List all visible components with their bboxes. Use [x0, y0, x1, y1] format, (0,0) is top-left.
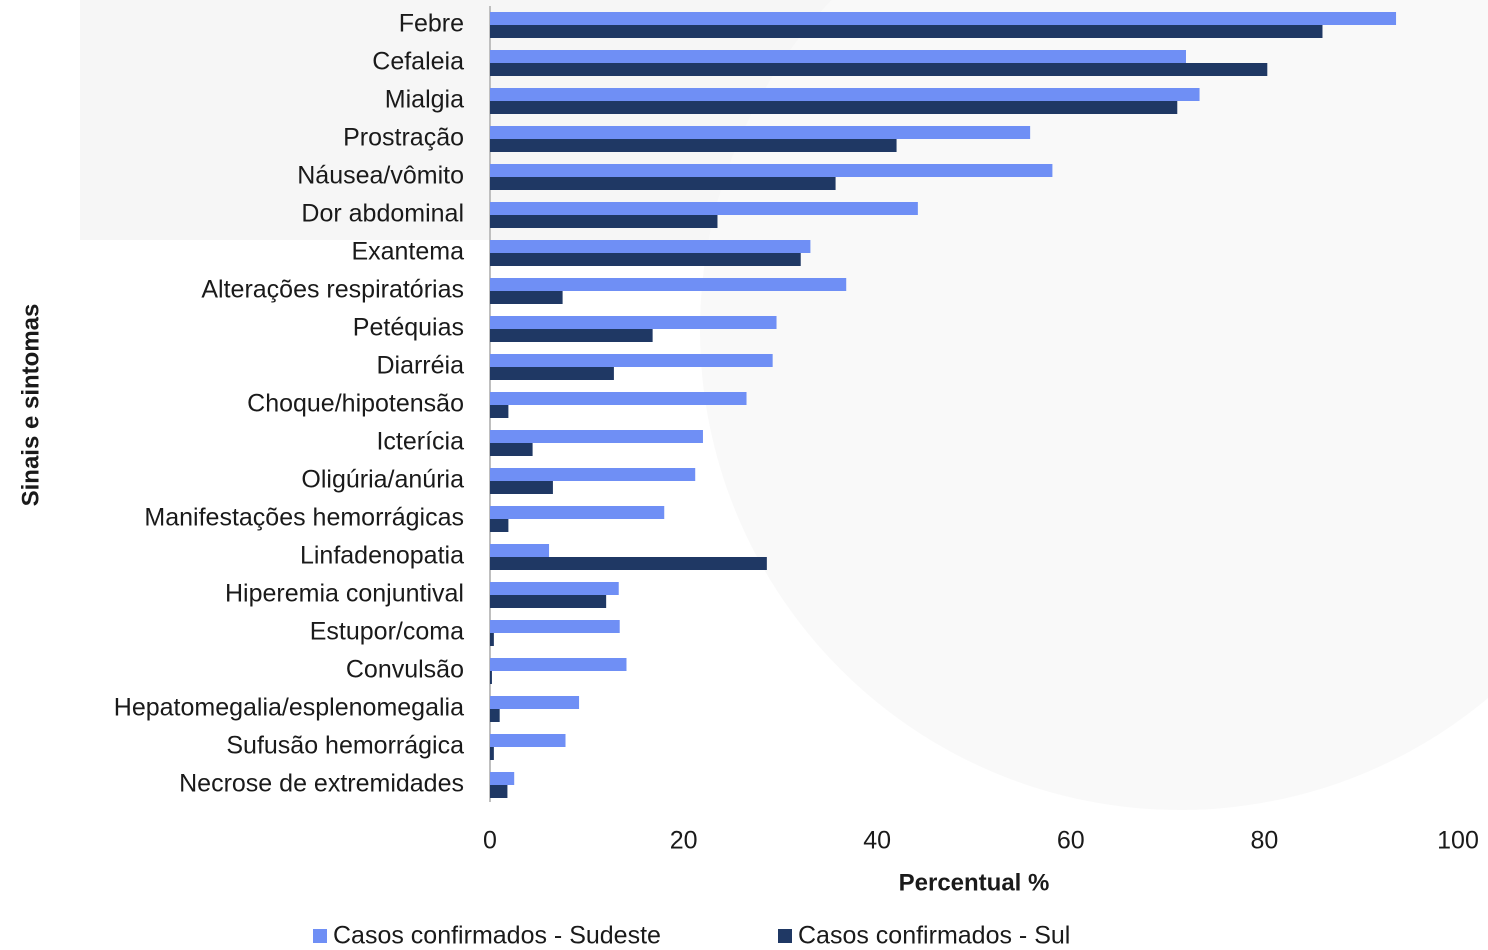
- bar: [490, 696, 580, 709]
- bar: [490, 392, 747, 405]
- bar: [490, 519, 509, 532]
- bar: [490, 633, 494, 646]
- y-tick-label: Choque/hipotensão: [247, 390, 464, 418]
- y-tick-label: Alterações respiratórias: [201, 276, 464, 304]
- bar: [490, 202, 918, 215]
- bar: [490, 557, 767, 570]
- y-tick-label: Náusea/vômito: [297, 162, 464, 190]
- bar: [490, 544, 550, 557]
- bar: [490, 25, 1323, 38]
- bar: [490, 88, 1200, 101]
- bar: [490, 671, 492, 684]
- bar: [490, 177, 836, 190]
- y-tick-label: Hiperemia conjuntival: [225, 580, 464, 608]
- bar: [490, 772, 515, 785]
- bar: [490, 785, 508, 798]
- bar: [490, 316, 777, 329]
- x-tick-label: 60: [1057, 827, 1085, 855]
- bar: [490, 126, 1031, 139]
- y-tick-label: Oligúria/anúria: [301, 466, 464, 494]
- y-tick-label: Mialgia: [385, 86, 464, 114]
- bar: [490, 658, 627, 671]
- x-tick-label: 40: [863, 827, 891, 855]
- bar: [490, 709, 500, 722]
- y-tick-label: Diarréia: [376, 352, 464, 380]
- bar: [490, 63, 1268, 76]
- legend-swatch: [778, 929, 792, 943]
- y-axis-label: Sinais e sintomas: [17, 304, 44, 507]
- bar: [490, 367, 614, 380]
- bar: [490, 12, 1397, 25]
- y-tick-label: Febre: [399, 10, 464, 38]
- bar: [490, 506, 665, 519]
- bar: [490, 215, 718, 228]
- bar: [490, 139, 897, 152]
- y-tick-label: Hepatomegalia/esplenomegalia: [114, 694, 464, 722]
- y-tick-label: Icterícia: [376, 428, 464, 456]
- x-axis-label: Percentual %: [899, 869, 1050, 896]
- y-tick-label: Dor abdominal: [301, 200, 464, 228]
- bar: [490, 405, 509, 418]
- legend-label: Casos confirmados - Sul: [798, 922, 1070, 950]
- x-tick-label: 80: [1250, 827, 1278, 855]
- y-tick-label: Cefaleia: [372, 48, 464, 76]
- y-tick-label: Convulsão: [346, 656, 464, 684]
- bar: [490, 430, 703, 443]
- bar: [490, 164, 1053, 177]
- y-tick-label: Estupor/coma: [310, 618, 464, 646]
- x-tick-label: 20: [670, 827, 698, 855]
- bar: [490, 101, 1178, 114]
- y-tick-label: Prostração: [343, 124, 464, 152]
- y-tick-label: Manifestações hemorrágicas: [144, 504, 464, 532]
- bar: [490, 468, 696, 481]
- bar: [490, 734, 566, 747]
- y-tick-label: Petéquias: [353, 314, 464, 342]
- bar: [490, 253, 801, 266]
- y-tick-label: Necrose de extremidades: [179, 770, 464, 798]
- x-tick-label: 0: [483, 827, 497, 855]
- y-tick-label: Sufusão hemorrágica: [226, 732, 464, 760]
- bar: [490, 240, 811, 253]
- bar: [490, 481, 553, 494]
- bar: [490, 354, 773, 367]
- bar: [490, 620, 620, 633]
- y-tick-label: Linfadenopatia: [300, 542, 464, 570]
- bar: [490, 278, 847, 291]
- bar: [490, 291, 563, 304]
- bar: [490, 747, 494, 760]
- legend-label: Casos confirmados - Sudeste: [333, 922, 661, 950]
- x-tick-label: 100: [1437, 827, 1479, 855]
- bar: [490, 50, 1186, 63]
- bar: [490, 582, 619, 595]
- y-tick-label: Exantema: [351, 238, 464, 266]
- background-watermark: [700, 0, 1488, 810]
- bar: [490, 329, 653, 342]
- bar: [490, 595, 607, 608]
- legend-swatch: [313, 929, 327, 943]
- bar: [490, 443, 533, 456]
